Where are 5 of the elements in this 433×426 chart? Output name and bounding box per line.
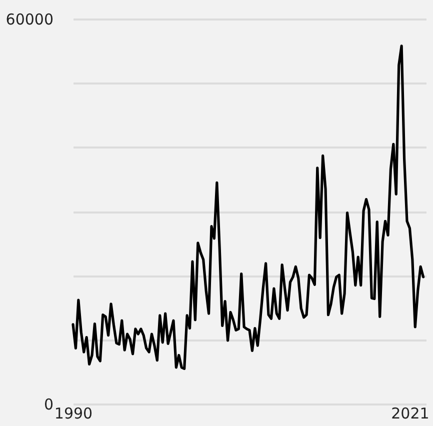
x-tick-label: 1990 <box>54 404 93 422</box>
x-tick-label: 2021 <box>391 404 430 422</box>
line-series <box>72 44 425 370</box>
y-tick-label: 0 <box>44 396 54 414</box>
y-tick-label: 60000 <box>6 10 54 28</box>
